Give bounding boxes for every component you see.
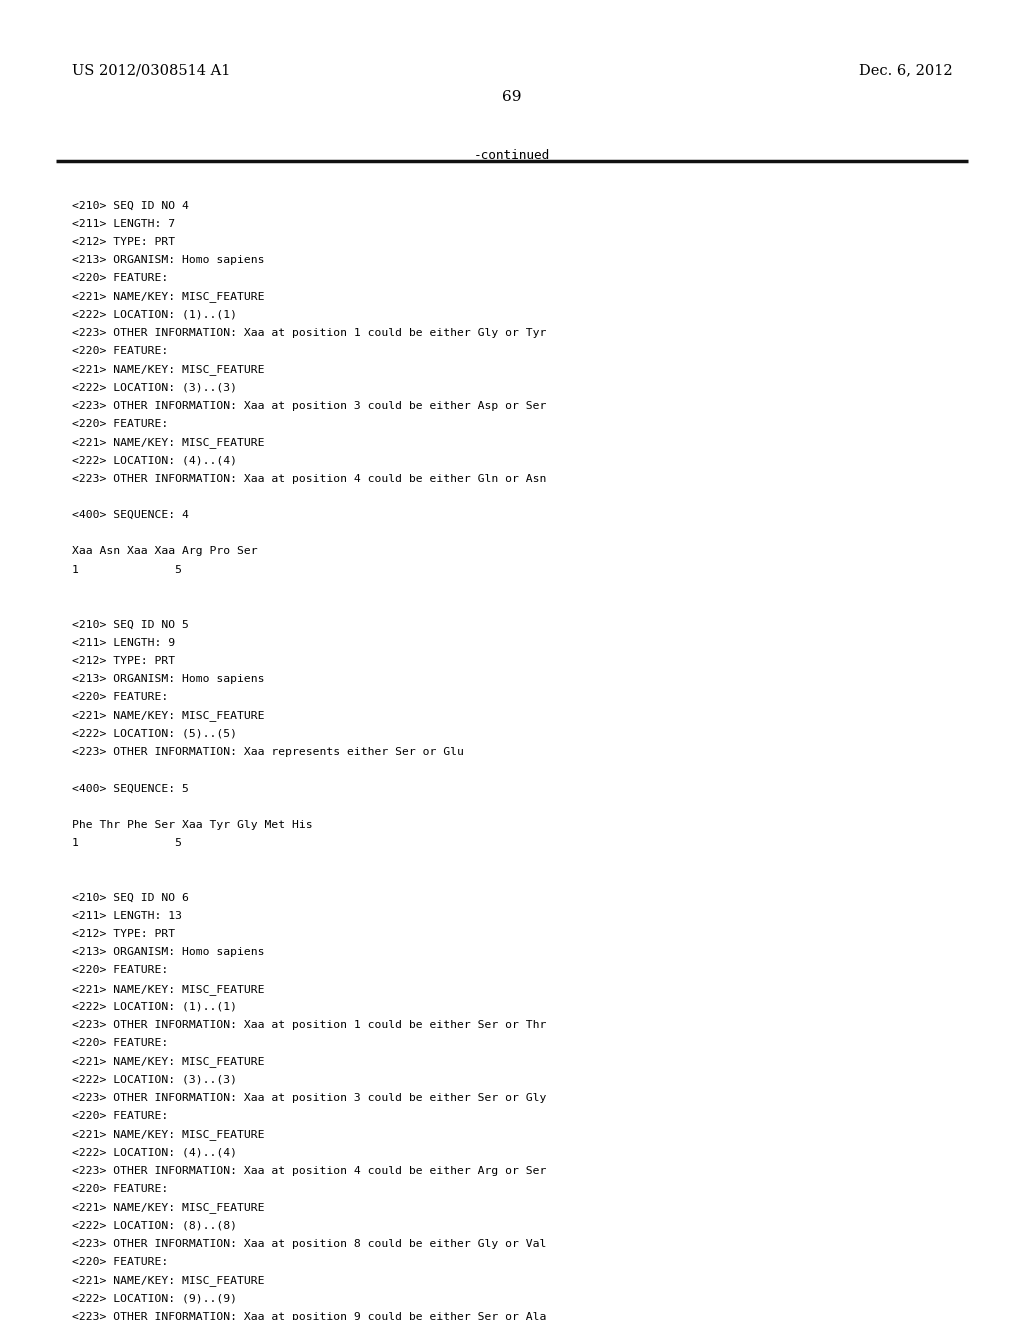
Text: 1              5: 1 5 xyxy=(72,565,181,574)
Text: <211> LENGTH: 7: <211> LENGTH: 7 xyxy=(72,219,175,228)
Text: <223> OTHER INFORMATION: Xaa at position 9 could be either Ser or Ala: <223> OTHER INFORMATION: Xaa at position… xyxy=(72,1312,546,1320)
Text: <220> FEATURE:: <220> FEATURE: xyxy=(72,1111,168,1121)
Text: <210> SEQ ID NO 4: <210> SEQ ID NO 4 xyxy=(72,201,188,210)
Text: <220> FEATURE:: <220> FEATURE: xyxy=(72,273,168,284)
Text: <211> LENGTH: 13: <211> LENGTH: 13 xyxy=(72,911,181,921)
Text: <222> LOCATION: (8)..(8): <222> LOCATION: (8)..(8) xyxy=(72,1221,237,1230)
Text: <222> LOCATION: (4)..(4): <222> LOCATION: (4)..(4) xyxy=(72,1147,237,1158)
Text: <220> FEATURE:: <220> FEATURE: xyxy=(72,692,168,702)
Text: <213> ORGANISM: Homo sapiens: <213> ORGANISM: Homo sapiens xyxy=(72,255,264,265)
Text: <221> NAME/KEY: MISC_FEATURE: <221> NAME/KEY: MISC_FEATURE xyxy=(72,1275,264,1286)
Text: <222> LOCATION: (5)..(5): <222> LOCATION: (5)..(5) xyxy=(72,729,237,739)
Text: 69: 69 xyxy=(502,90,522,104)
Text: <210> SEQ ID NO 5: <210> SEQ ID NO 5 xyxy=(72,619,188,630)
Text: -continued: -continued xyxy=(474,149,550,162)
Text: <220> FEATURE:: <220> FEATURE: xyxy=(72,1257,168,1267)
Text: <223> OTHER INFORMATION: Xaa at position 4 could be either Gln or Asn: <223> OTHER INFORMATION: Xaa at position… xyxy=(72,474,546,483)
Text: <223> OTHER INFORMATION: Xaa at position 3 could be either Asp or Ser: <223> OTHER INFORMATION: Xaa at position… xyxy=(72,401,546,411)
Text: 1              5: 1 5 xyxy=(72,838,181,847)
Text: <221> NAME/KEY: MISC_FEATURE: <221> NAME/KEY: MISC_FEATURE xyxy=(72,710,264,721)
Text: <400> SEQUENCE: 4: <400> SEQUENCE: 4 xyxy=(72,510,188,520)
Text: <223> OTHER INFORMATION: Xaa at position 1 could be either Ser or Thr: <223> OTHER INFORMATION: Xaa at position… xyxy=(72,1020,546,1030)
Text: <223> OTHER INFORMATION: Xaa at position 1 could be either Gly or Tyr: <223> OTHER INFORMATION: Xaa at position… xyxy=(72,327,546,338)
Text: <223> OTHER INFORMATION: Xaa represents either Ser or Glu: <223> OTHER INFORMATION: Xaa represents … xyxy=(72,747,464,756)
Text: <220> FEATURE:: <220> FEATURE: xyxy=(72,1184,168,1195)
Text: <221> NAME/KEY: MISC_FEATURE: <221> NAME/KEY: MISC_FEATURE xyxy=(72,1130,264,1140)
Text: <222> LOCATION: (3)..(3): <222> LOCATION: (3)..(3) xyxy=(72,383,237,392)
Text: <223> OTHER INFORMATION: Xaa at position 4 could be either Arg or Ser: <223> OTHER INFORMATION: Xaa at position… xyxy=(72,1166,546,1176)
Text: <222> LOCATION: (1)..(1): <222> LOCATION: (1)..(1) xyxy=(72,1002,237,1012)
Text: <211> LENGTH: 9: <211> LENGTH: 9 xyxy=(72,638,175,648)
Text: <220> FEATURE:: <220> FEATURE: xyxy=(72,418,168,429)
Text: <221> NAME/KEY: MISC_FEATURE: <221> NAME/KEY: MISC_FEATURE xyxy=(72,364,264,375)
Text: <210> SEQ ID NO 6: <210> SEQ ID NO 6 xyxy=(72,892,188,903)
Text: <222> LOCATION: (4)..(4): <222> LOCATION: (4)..(4) xyxy=(72,455,237,466)
Text: <221> NAME/KEY: MISC_FEATURE: <221> NAME/KEY: MISC_FEATURE xyxy=(72,292,264,302)
Text: <221> NAME/KEY: MISC_FEATURE: <221> NAME/KEY: MISC_FEATURE xyxy=(72,437,264,447)
Text: US 2012/0308514 A1: US 2012/0308514 A1 xyxy=(72,63,230,78)
Text: <223> OTHER INFORMATION: Xaa at position 3 could be either Ser or Gly: <223> OTHER INFORMATION: Xaa at position… xyxy=(72,1093,546,1104)
Text: <221> NAME/KEY: MISC_FEATURE: <221> NAME/KEY: MISC_FEATURE xyxy=(72,983,264,994)
Text: <213> ORGANISM: Homo sapiens: <213> ORGANISM: Homo sapiens xyxy=(72,675,264,684)
Text: <221> NAME/KEY: MISC_FEATURE: <221> NAME/KEY: MISC_FEATURE xyxy=(72,1056,264,1068)
Text: <220> FEATURE:: <220> FEATURE: xyxy=(72,1039,168,1048)
Text: <212> TYPE: PRT: <212> TYPE: PRT xyxy=(72,236,175,247)
Text: Xaa Asn Xaa Xaa Arg Pro Ser: Xaa Asn Xaa Xaa Arg Pro Ser xyxy=(72,546,257,557)
Text: <222> LOCATION: (1)..(1): <222> LOCATION: (1)..(1) xyxy=(72,310,237,319)
Text: <213> ORGANISM: Homo sapiens: <213> ORGANISM: Homo sapiens xyxy=(72,948,264,957)
Text: <222> LOCATION: (9)..(9): <222> LOCATION: (9)..(9) xyxy=(72,1294,237,1303)
Text: <220> FEATURE:: <220> FEATURE: xyxy=(72,965,168,975)
Text: <220> FEATURE:: <220> FEATURE: xyxy=(72,346,168,356)
Text: Phe Thr Phe Ser Xaa Tyr Gly Met His: Phe Thr Phe Ser Xaa Tyr Gly Met His xyxy=(72,820,312,830)
Text: <212> TYPE: PRT: <212> TYPE: PRT xyxy=(72,656,175,665)
Text: <400> SEQUENCE: 5: <400> SEQUENCE: 5 xyxy=(72,783,188,793)
Text: <221> NAME/KEY: MISC_FEATURE: <221> NAME/KEY: MISC_FEATURE xyxy=(72,1203,264,1213)
Text: <212> TYPE: PRT: <212> TYPE: PRT xyxy=(72,929,175,939)
Text: <223> OTHER INFORMATION: Xaa at position 8 could be either Gly or Val: <223> OTHER INFORMATION: Xaa at position… xyxy=(72,1238,546,1249)
Text: <222> LOCATION: (3)..(3): <222> LOCATION: (3)..(3) xyxy=(72,1074,237,1085)
Text: Dec. 6, 2012: Dec. 6, 2012 xyxy=(859,63,952,78)
